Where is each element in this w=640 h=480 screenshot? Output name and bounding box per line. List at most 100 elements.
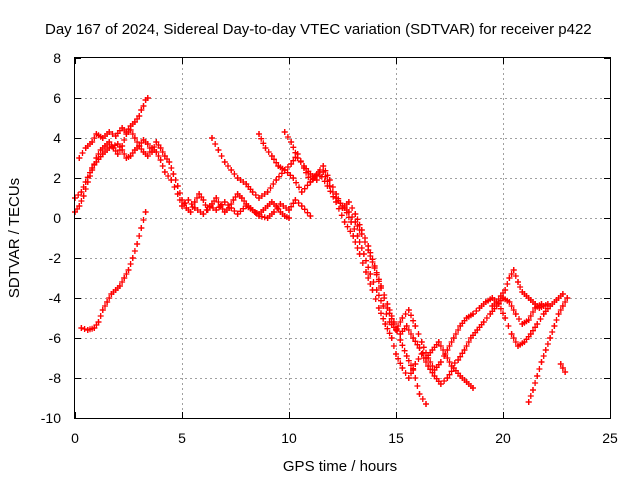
data-point — [119, 143, 126, 149]
data-point — [108, 291, 115, 297]
data-point — [506, 275, 513, 281]
data-point — [540, 303, 547, 309]
data-point — [82, 145, 89, 151]
data-point — [277, 201, 284, 207]
data-point — [273, 177, 280, 183]
data-point — [348, 219, 355, 225]
data-point — [482, 299, 489, 305]
data-point — [112, 133, 119, 139]
data-point — [360, 251, 367, 257]
data-point — [281, 129, 288, 135]
y-tick-label: 6 — [53, 90, 61, 106]
data-point — [127, 123, 134, 129]
plot-frame — [74, 57, 611, 419]
data-point — [157, 157, 164, 163]
series-track-5 — [209, 135, 476, 391]
series-track-9 — [489, 267, 551, 311]
data-point — [423, 401, 429, 407]
data-point — [288, 139, 295, 145]
data-point — [97, 147, 104, 153]
grid-lines — [75, 58, 610, 418]
x-tick-label: 0 — [71, 430, 79, 446]
data-point — [76, 155, 83, 161]
data-point — [418, 339, 425, 345]
data-point — [273, 203, 280, 209]
data-point — [149, 149, 155, 155]
data-point — [375, 305, 382, 311]
data-point — [457, 323, 464, 329]
data-point — [388, 335, 395, 341]
x-tick-label: 10 — [281, 430, 297, 446]
data-point — [209, 201, 215, 207]
data-point — [553, 297, 560, 303]
data-point — [521, 339, 528, 345]
data-series — [72, 95, 571, 407]
y-tick-labels: -10 -8 -6 -4 -2 0 2 4 6 8 — [41, 50, 61, 426]
x-tick-label: 25 — [602, 430, 618, 446]
data-point — [382, 321, 389, 327]
data-point — [341, 205, 348, 211]
data-point — [234, 175, 241, 181]
data-point — [461, 347, 468, 353]
data-point — [134, 241, 141, 247]
data-point — [470, 385, 476, 391]
data-point — [179, 197, 185, 203]
y-tick-label: -10 — [41, 410, 61, 426]
series-track-10 — [525, 295, 571, 405]
data-point — [89, 139, 96, 145]
series-track-11 — [557, 361, 569, 375]
data-point — [399, 315, 406, 321]
data-point — [89, 167, 96, 173]
data-point — [123, 155, 130, 161]
data-point — [123, 129, 130, 135]
data-point — [260, 207, 267, 213]
data-point — [506, 299, 513, 305]
data-point — [161, 153, 168, 159]
data-point — [530, 387, 536, 393]
data-point — [544, 301, 551, 307]
data-point — [547, 335, 554, 341]
series-markers — [78, 209, 149, 333]
data-point — [131, 135, 138, 141]
data-point — [286, 207, 292, 213]
data-point — [262, 145, 269, 151]
series-markers — [341, 205, 566, 373]
data-point — [230, 197, 237, 203]
data-point — [470, 311, 476, 317]
data-point — [393, 351, 399, 357]
data-point — [78, 189, 85, 195]
data-point — [559, 291, 566, 297]
data-point — [153, 139, 160, 145]
x-tick-label: 5 — [178, 430, 186, 446]
data-point — [534, 373, 541, 379]
data-point — [209, 135, 215, 141]
data-point — [493, 299, 500, 305]
data-point — [358, 231, 365, 237]
data-point — [174, 183, 181, 189]
data-point — [463, 379, 470, 385]
data-point — [183, 205, 190, 211]
data-point — [418, 351, 425, 357]
data-point — [268, 153, 275, 159]
data-point — [138, 225, 145, 231]
data-point — [91, 325, 98, 331]
data-point — [217, 203, 224, 209]
data-point — [555, 311, 562, 317]
data-point — [281, 213, 288, 219]
data-point — [102, 143, 108, 149]
data-point — [399, 365, 406, 371]
data-point — [367, 271, 374, 277]
data-point — [243, 201, 250, 207]
data-point — [185, 197, 192, 203]
data-point — [226, 205, 233, 211]
data-point — [80, 193, 87, 199]
data-point — [437, 359, 444, 365]
series-track-8 — [341, 205, 566, 373]
data-point — [527, 297, 534, 303]
data-point — [125, 267, 132, 273]
data-point — [508, 331, 515, 337]
data-point — [84, 327, 91, 333]
data-point — [393, 327, 399, 333]
